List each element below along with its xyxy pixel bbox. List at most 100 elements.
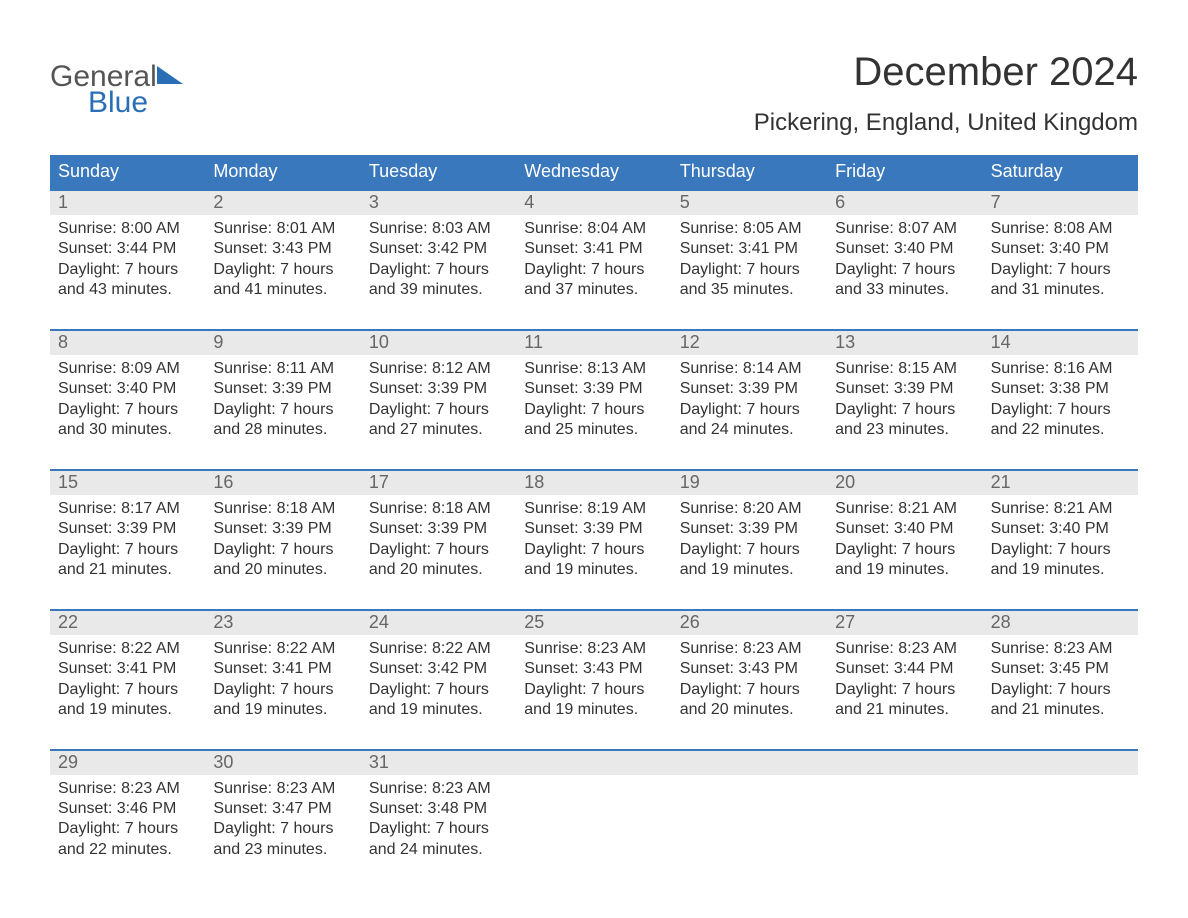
weekday-header: Sunday	[50, 155, 205, 189]
day-info: Sunrise: 8:21 AMSunset: 3:40 PMDaylight:…	[835, 499, 974, 581]
day-cell: 12 Sunrise: 8:14 AMSunset: 3:39 PMDayligh…	[672, 331, 827, 469]
sunrise-line: Sunrise: 8:09 AM	[58, 359, 197, 379]
sunrise-line: Sunrise: 8:18 AM	[213, 499, 352, 519]
day-info: Sunrise: 8:14 AMSunset: 3:39 PMDaylight:…	[680, 359, 819, 441]
day-cell: 27Sunrise: 8:23 AMSunset: 3:44 PMDayligh…	[827, 611, 982, 749]
sunrise-line: Sunrise: 8:00 AM	[58, 219, 197, 239]
daylight-line: Daylight: 7 hours and 30 minutes.	[58, 400, 197, 441]
daylight-line: Daylight: 7 hours and 24 minutes.	[680, 400, 819, 441]
day-cell: 23Sunrise: 8:22 AMSunset: 3:41 PMDayligh…	[205, 611, 360, 749]
day-info: Sunrise: 8:09 AMSunset: 3:40 PMDaylight:…	[58, 359, 197, 441]
day-cell: 5Sunrise: 8:05 AMSunset: 3:41 PMDaylight…	[672, 191, 827, 329]
sunrise-line: Sunrise: 8:22 AM	[213, 639, 352, 659]
daylight-line: Daylight: 7 hours and 24 minutes.	[369, 819, 508, 860]
weekday-header: Thursday	[672, 155, 827, 189]
sunrise-line: Sunrise: 8:07 AM	[835, 219, 974, 239]
date-strip: 19	[672, 471, 827, 495]
sunset-line: Sunset: 3:39 PM	[835, 379, 974, 399]
day-number: 16	[213, 472, 233, 492]
day-cell	[516, 751, 671, 889]
sunrise-line: Sunrise: 8:23 AM	[835, 639, 974, 659]
day-number: 2	[213, 192, 223, 212]
day-info: Sunrise: 8:04 AMSunset: 3:41 PMDaylight:…	[524, 219, 663, 301]
date-strip: 1	[50, 191, 205, 215]
day-number: 22	[58, 612, 78, 632]
date-strip: 13	[827, 331, 982, 355]
day-info: Sunrise: 8:23 AMSunset: 3:43 PMDaylight:…	[680, 639, 819, 721]
sunset-line: Sunset: 3:40 PM	[991, 239, 1130, 259]
daylight-line: Daylight: 7 hours and 19 minutes.	[835, 540, 974, 581]
day-cell: 2 Sunrise: 8:01 AMSunset: 3:43 PMDaylight…	[205, 191, 360, 329]
day-info: Sunrise: 8:01 AMSunset: 3:43 PMDaylight:…	[213, 219, 352, 301]
daylight-line: Daylight: 7 hours and 35 minutes.	[680, 260, 819, 301]
sunset-line: Sunset: 3:47 PM	[213, 799, 352, 819]
day-info: Sunrise: 8:23 AMSunset: 3:47 PMDaylight:…	[213, 779, 352, 861]
day-cell: 20 Sunrise: 8:21 AMSunset: 3:40 PMDayligh…	[827, 471, 982, 609]
sunset-line: Sunset: 3:44 PM	[58, 239, 197, 259]
daylight-line: Daylight: 7 hours and 39 minutes.	[369, 260, 508, 301]
day-number: 18	[524, 472, 544, 492]
day-cell: 30 Sunrise: 8:23 AMSunset: 3:47 PMDayligh…	[205, 751, 360, 889]
day-cell: 26 Sunrise: 8:23 AMSunset: 3:43 PMDayligh…	[672, 611, 827, 749]
day-number: 12	[680, 332, 700, 352]
day-cell: 9Sunrise: 8:11 AMSunset: 3:39 PMDaylight…	[205, 331, 360, 469]
daylight-line: Daylight: 7 hours and 19 minutes.	[991, 540, 1130, 581]
day-number: 15	[58, 472, 78, 492]
day-number: 30	[213, 752, 233, 772]
day-info: Sunrise: 8:23 AMSunset: 3:45 PMDaylight:…	[991, 639, 1130, 721]
daylight-line: Daylight: 7 hours and 20 minutes.	[369, 540, 508, 581]
daylight-line: Daylight: 7 hours and 19 minutes.	[524, 540, 663, 581]
day-number: 25	[524, 612, 544, 632]
day-cell	[983, 751, 1138, 889]
day-cell: 24Sunrise: 8:22 AMSunset: 3:42 PMDayligh…	[361, 611, 516, 749]
day-number: 13	[835, 332, 855, 352]
day-number: 24	[369, 612, 389, 632]
month-title: December 2024	[754, 50, 1138, 95]
daylight-line: Daylight: 7 hours and 25 minutes.	[524, 400, 663, 441]
day-number: 28	[991, 612, 1011, 632]
date-strip: 22	[50, 611, 205, 635]
date-strip: 4	[516, 191, 671, 215]
day-cell: 8Sunrise: 8:09 AMSunset: 3:40 PMDaylight…	[50, 331, 205, 469]
date-strip: 3	[361, 191, 516, 215]
sunrise-line: Sunrise: 8:22 AM	[369, 639, 508, 659]
date-strip: 9	[205, 331, 360, 355]
day-cell	[827, 751, 982, 889]
sunrise-line: Sunrise: 8:14 AM	[680, 359, 819, 379]
sunrise-line: Sunrise: 8:23 AM	[369, 779, 508, 799]
day-number: 20	[835, 472, 855, 492]
day-info: Sunrise: 8:18 AMSunset: 3:39 PMDaylight:…	[213, 499, 352, 581]
day-cell: 29Sunrise: 8:23 AMSunset: 3:46 PMDayligh…	[50, 751, 205, 889]
date-strip: 14	[983, 331, 1138, 355]
daylight-line: Daylight: 7 hours and 28 minutes.	[213, 400, 352, 441]
sunrise-line: Sunrise: 8:23 AM	[213, 779, 352, 799]
day-number: 17	[369, 472, 389, 492]
logo-text: General Blue	[50, 62, 157, 118]
weekday-header: Saturday	[983, 155, 1138, 189]
sunset-line: Sunset: 3:42 PM	[369, 659, 508, 679]
day-number: 27	[835, 612, 855, 632]
day-cell: 11Sunrise: 8:13 AMSunset: 3:39 PMDayligh…	[516, 331, 671, 469]
weekday-header-row: SundayMondayTuesdayWednesdayThursdayFrid…	[50, 155, 1138, 189]
day-number: 3	[369, 192, 379, 212]
sunset-line: Sunset: 3:40 PM	[991, 519, 1130, 539]
date-strip: 18	[516, 471, 671, 495]
date-strip: 24	[361, 611, 516, 635]
week-row: 15Sunrise: 8:17 AMSunset: 3:39 PMDayligh…	[50, 469, 1138, 609]
day-number: 14	[991, 332, 1011, 352]
weekday-header: Monday	[205, 155, 360, 189]
day-info: Sunrise: 8:22 AMSunset: 3:41 PMDaylight:…	[213, 639, 352, 721]
day-number: 29	[58, 752, 78, 772]
date-strip: 29	[50, 751, 205, 775]
sunset-line: Sunset: 3:39 PM	[524, 519, 663, 539]
sunrise-line: Sunrise: 8:03 AM	[369, 219, 508, 239]
date-strip: 26	[672, 611, 827, 635]
date-strip: 21	[983, 471, 1138, 495]
date-strip: 2	[205, 191, 360, 215]
sunrise-line: Sunrise: 8:11 AM	[213, 359, 352, 379]
day-info: Sunrise: 8:12 AMSunset: 3:39 PMDaylight:…	[369, 359, 508, 441]
sunset-line: Sunset: 3:43 PM	[680, 659, 819, 679]
sunrise-line: Sunrise: 8:21 AM	[991, 499, 1130, 519]
day-cell: 14Sunrise: 8:16 AMSunset: 3:38 PMDayligh…	[983, 331, 1138, 469]
sunrise-line: Sunrise: 8:17 AM	[58, 499, 197, 519]
